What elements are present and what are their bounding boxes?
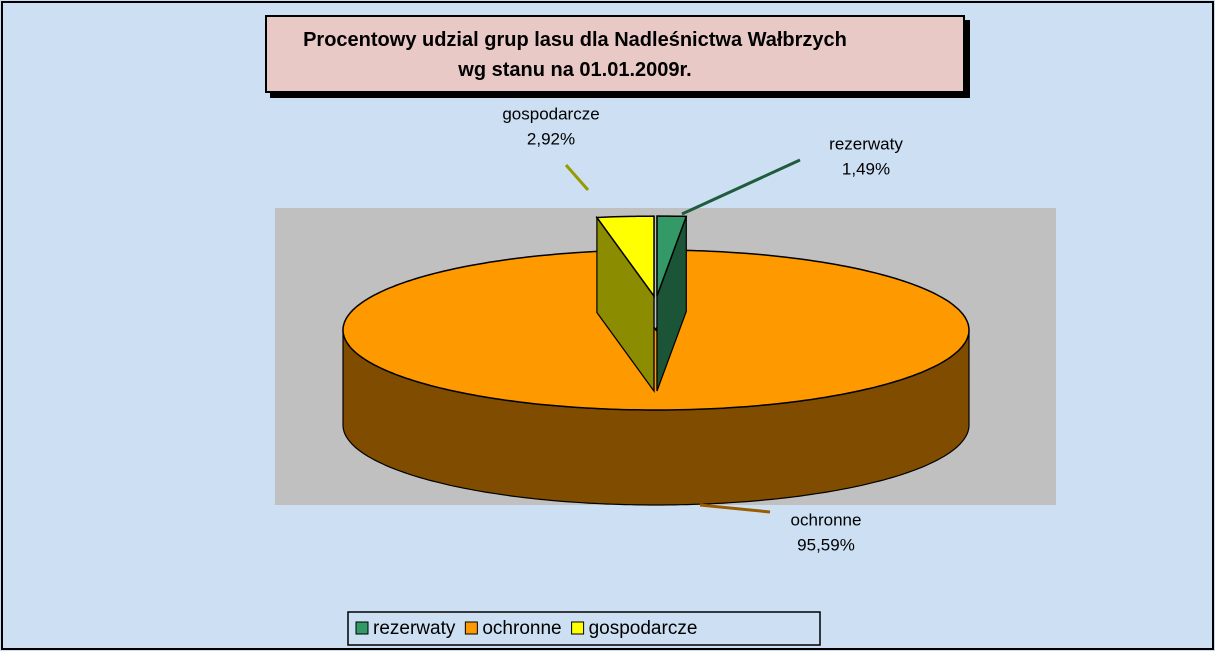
data-label-name: rezerwaty	[829, 134, 903, 153]
data-label: 95,59%	[797, 535, 855, 554]
data-label: 1,49%	[842, 159, 890, 178]
chart-title: Procentowy udzial grup lasu dla Nadleśni…	[265, 15, 965, 93]
data-label: 2,92%	[527, 129, 575, 148]
leader-line	[699, 503, 771, 514]
data-label-name: ochronne	[791, 510, 862, 529]
leader-line	[564, 164, 590, 191]
legend-label: gospodarcze	[589, 618, 698, 639]
legend-label: ochronne	[482, 618, 561, 639]
slice	[342, 249, 970, 411]
data-label-name: gospodarcze	[502, 104, 599, 123]
legend-swatch	[464, 621, 478, 635]
legend-swatch	[571, 621, 585, 635]
legend-swatch	[355, 621, 369, 635]
slice	[595, 215, 655, 299]
slice	[656, 215, 688, 297]
leader-line	[681, 158, 801, 216]
legend-label: rezerwaty	[373, 618, 456, 639]
